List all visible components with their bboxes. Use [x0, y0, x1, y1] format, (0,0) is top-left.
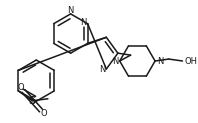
- Text: N: N: [99, 65, 106, 74]
- Text: S: S: [29, 96, 36, 106]
- Text: OH: OH: [185, 56, 198, 66]
- Text: N: N: [81, 18, 87, 27]
- Text: N: N: [68, 7, 74, 15]
- Text: N: N: [157, 56, 163, 66]
- Text: N: N: [112, 56, 118, 66]
- Text: O: O: [17, 84, 24, 92]
- Text: O: O: [41, 109, 47, 118]
